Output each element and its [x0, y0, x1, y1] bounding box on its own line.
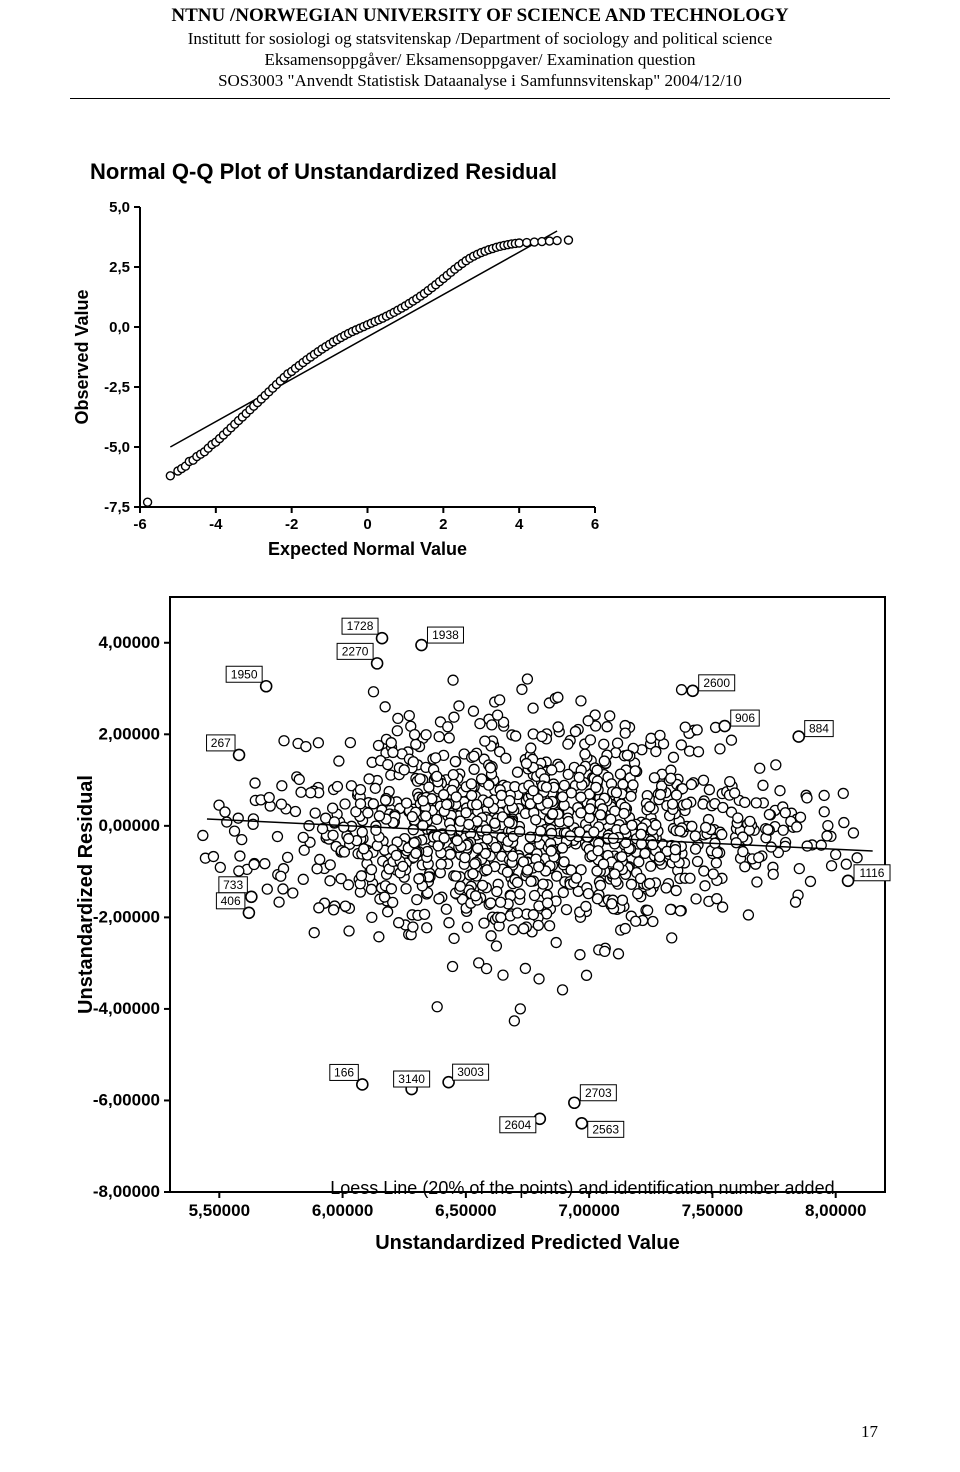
svg-text:-6,00000: -6,00000: [93, 1090, 160, 1109]
svg-text:-8,00000: -8,00000: [93, 1182, 160, 1201]
svg-text:2: 2: [439, 516, 447, 533]
svg-text:166: 166: [334, 1065, 354, 1079]
svg-text:3140: 3140: [398, 1072, 425, 1086]
svg-text:-2,5: -2,5: [104, 379, 130, 396]
page-header: NTNU /NORWEGIAN UNIVERSITY OF SCIENCE AN…: [70, 4, 890, 92]
svg-text:7,00000: 7,00000: [558, 1201, 619, 1220]
svg-text:1728: 1728: [347, 619, 374, 633]
svg-text:0,0: 0,0: [109, 319, 130, 336]
page: NTNU /NORWEGIAN UNIVERSITY OF SCIENCE AN…: [0, 0, 960, 1472]
header-line-3: Eksamensoppgåver/ Eksamensoppgaver/ Exam…: [70, 49, 890, 70]
svg-text:Loess Line (20% of the points): Loess Line (20% of the points) and ident…: [330, 1178, 834, 1198]
svg-text:2563: 2563: [592, 1122, 619, 1136]
svg-text:1938: 1938: [432, 628, 459, 642]
svg-text:Observed Value: Observed Value: [72, 289, 92, 424]
svg-text:406: 406: [221, 893, 241, 907]
svg-text:0,00000: 0,00000: [99, 815, 160, 834]
svg-text:7,50000: 7,50000: [682, 1201, 743, 1220]
svg-text:Unstandardized Residual: Unstandardized Residual: [75, 775, 97, 1014]
svg-text:5,0: 5,0: [109, 199, 130, 216]
svg-text:-6: -6: [133, 516, 146, 533]
page-number: 17: [861, 1422, 878, 1442]
svg-text:6,00000: 6,00000: [312, 1201, 373, 1220]
svg-text:2600: 2600: [703, 675, 730, 689]
qqplot-svg: 5,0 2,5 0,0 -2,5 -5,0 -7,5-6 -4 -2 0 2 4 6 Expected …: [70, 197, 610, 567]
svg-text:2,5: 2,5: [109, 259, 130, 276]
svg-text:906: 906: [735, 711, 755, 725]
svg-text:4,00000: 4,00000: [99, 632, 160, 651]
qqplot-title: Normal Q-Q Plot of Unstandardized Residu…: [90, 159, 890, 185]
svg-text:-2: -2: [285, 516, 298, 533]
svg-text:884: 884: [809, 721, 829, 735]
svg-text:-4: -4: [209, 516, 223, 533]
svg-text:6: 6: [591, 516, 599, 533]
svg-text:3003: 3003: [457, 1065, 484, 1079]
svg-text:1116: 1116: [860, 865, 885, 879]
scatter-wrap: 4,00000 2,00000 0,00000 -2,00000 -4,00000 -6,…: [70, 587, 890, 1267]
header-line-2: Institutt for sosiologi og statsvitenska…: [70, 28, 890, 49]
svg-text:6,50000: 6,50000: [435, 1201, 496, 1220]
svg-text:-7,5: -7,5: [104, 499, 130, 516]
svg-text:-5,0: -5,0: [104, 439, 130, 456]
header-line-4: SOS3003 "Anvendt Statistisk Dataanalyse …: [70, 70, 890, 91]
header-rule: [70, 98, 890, 99]
svg-text:-4,00000: -4,00000: [93, 998, 160, 1017]
svg-text:0: 0: [363, 516, 371, 533]
svg-text:-2,00000: -2,00000: [93, 907, 160, 926]
svg-text:5,50000: 5,50000: [189, 1201, 250, 1220]
svg-text:Expected Normal Value: Expected Normal Value: [268, 539, 467, 559]
scatter-svg: 4,00000 2,00000 0,00000 -2,00000 -4,00000 -6,…: [70, 587, 900, 1267]
header-line-1: NTNU /NORWEGIAN UNIVERSITY OF SCIENCE AN…: [70, 4, 890, 28]
svg-text:1950: 1950: [231, 667, 258, 681]
svg-text:2703: 2703: [585, 1085, 612, 1099]
qqplot-wrap: Normal Q-Q Plot of Unstandardized Residu…: [70, 159, 890, 567]
svg-text:2,00000: 2,00000: [99, 724, 160, 743]
svg-text:4: 4: [515, 516, 524, 533]
svg-text:Unstandardized Predicted Value: Unstandardized Predicted Value: [375, 1232, 680, 1254]
svg-text:2270: 2270: [342, 644, 369, 658]
svg-text:733: 733: [223, 877, 243, 891]
svg-text:267: 267: [211, 735, 231, 749]
svg-text:8,00000: 8,00000: [805, 1201, 866, 1220]
svg-text:2604: 2604: [504, 1117, 531, 1131]
